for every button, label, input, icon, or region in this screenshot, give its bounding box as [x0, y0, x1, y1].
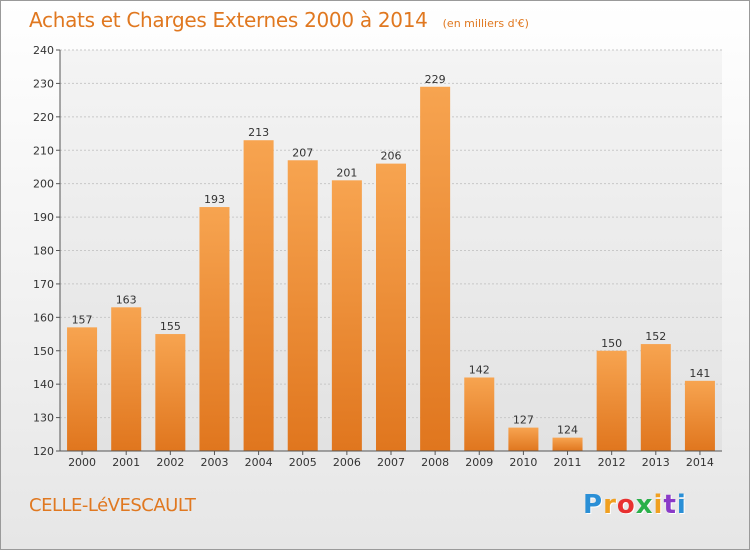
bar	[464, 377, 495, 451]
axes: 120 130 140 150 160 170 180 190 200 210 220 230 240 2…	[33, 44, 722, 469]
y-tick-label: 140	[33, 378, 54, 391]
bar	[111, 307, 142, 451]
bar	[640, 344, 671, 451]
y-tick-label: 220	[33, 111, 54, 124]
chart-subtitle: (en milliers d'€)	[442, 17, 529, 30]
y-tick-label: 120	[33, 445, 54, 458]
x-tick-label: 2005	[289, 456, 317, 469]
data-label: 124	[557, 424, 578, 437]
bar	[243, 140, 274, 451]
bar	[375, 163, 407, 451]
logo-letter: t	[663, 490, 677, 520]
logo-letter: i	[676, 490, 687, 520]
y-tick-label: 230	[33, 77, 54, 90]
data-label: 155	[160, 320, 181, 333]
y-tick-label: 160	[33, 311, 54, 324]
x-tick-label: 2004	[245, 456, 273, 469]
y-tick-label: 150	[33, 345, 54, 358]
x-tick-label: 2013	[642, 456, 670, 469]
bar	[155, 334, 186, 451]
x-tick-label: 2006	[333, 456, 361, 469]
x-tick-label: 2011	[554, 456, 582, 469]
logo-letter: P	[583, 490, 604, 520]
chart-title: Achats et Charges Externes 2000 à 2014	[29, 8, 428, 32]
bar	[684, 380, 715, 451]
logo-letter: r	[603, 490, 617, 520]
bar	[508, 427, 539, 451]
data-labels: 157 163 155 193 213 207 201 206 229 142 127 124 150 1…	[72, 73, 711, 437]
x-tick-label: 2008	[421, 456, 449, 469]
bar	[67, 327, 98, 451]
data-label: 193	[204, 193, 225, 206]
y-tick-label: 130	[33, 412, 54, 425]
bar	[331, 180, 362, 451]
bar	[199, 207, 230, 451]
x-tick-label: 2001	[112, 456, 140, 469]
proxiti-logo: Proxiti	[583, 490, 687, 520]
data-label: 127	[513, 414, 534, 427]
y-tick-label: 170	[33, 278, 54, 291]
chart-title-block: Achats et Charges Externes 2000 à 2014 (…	[29, 8, 529, 32]
x-tick-label: 2010	[509, 456, 537, 469]
bar	[552, 437, 583, 451]
y-tick-label: 190	[33, 211, 54, 224]
data-label: 163	[116, 293, 137, 306]
x-tick-label: 2012	[598, 456, 626, 469]
data-label: 213	[248, 126, 269, 139]
x-tick-label: 2002	[156, 456, 184, 469]
bars-group	[67, 86, 715, 451]
y-tick-label: 200	[33, 178, 54, 191]
data-label: 201	[336, 166, 357, 179]
y-tick-label: 180	[33, 245, 54, 258]
bar	[287, 160, 318, 451]
logo-letter: o	[616, 490, 636, 520]
bar	[420, 86, 451, 451]
y-tick-label: 240	[33, 44, 54, 57]
bar	[596, 350, 627, 451]
logo-letter: i	[653, 490, 664, 520]
data-label: 157	[72, 313, 93, 326]
data-label: 207	[292, 146, 313, 159]
data-label: 150	[601, 337, 622, 350]
x-tick-label: 2014	[686, 456, 714, 469]
data-label: 229	[425, 73, 446, 86]
x-tick-label: 2009	[465, 456, 493, 469]
data-label: 142	[469, 363, 490, 376]
x-tick-label: 2003	[200, 456, 228, 469]
data-label: 206	[381, 150, 402, 163]
commune-label: CELLE-LéVESCAULT	[29, 495, 196, 516]
data-label: 141	[689, 367, 710, 380]
x-tick-label: 2000	[68, 456, 96, 469]
logo-letter: x	[635, 490, 654, 520]
x-tick-label: 2007	[377, 456, 405, 469]
data-label: 152	[645, 330, 666, 343]
y-tick-label: 210	[33, 144, 54, 157]
